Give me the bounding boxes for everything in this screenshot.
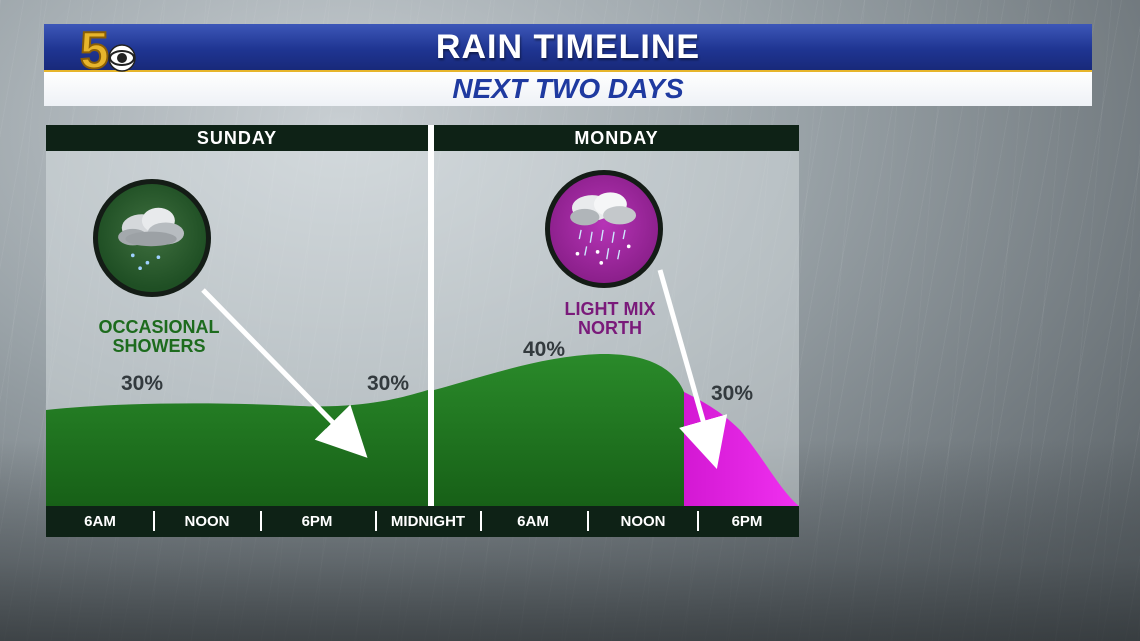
annotation-sunday-night: 30% [366,372,410,395]
x-tick-separator [260,511,262,531]
rain-cloud-icon [93,179,211,297]
annotation-sunday-morning: 30% [120,372,164,395]
title-bar: RAIN TIMELINE [44,24,1092,73]
x-tick-label: 6PM [301,513,333,530]
callout-line-2: SHOWERS [112,336,206,356]
x-tick-label: NOON [184,513,230,530]
chart-title: RAIN TIMELINE [435,27,701,66]
x-tick-label: NOON [620,513,666,530]
x-tick-separator [697,511,699,531]
logo-number: 5 [80,22,109,76]
callout-occasional-showers: OCCASIONAL SHOWERS [99,318,220,356]
annotation-monday-morning: 40% [522,338,566,361]
x-tick-separator [375,511,377,531]
wintry-mix-cloud-icon [545,170,663,288]
sunday-callout-arrow [201,288,368,458]
callout-light-mix-north: LIGHT MIX NORTH [565,300,656,338]
monday-callout-arrow [657,269,728,470]
annotation-monday-evening: 30% [710,382,754,405]
rain-cloud-graphic [118,207,185,271]
callout-line-2: NORTH [578,318,642,338]
day-divider [428,125,434,506]
x-tick-separator [480,511,482,531]
x-axis-bar [46,506,799,537]
x-tick-label: 6AM [517,513,549,530]
x-tick-label: 6AM [84,513,116,530]
callout-line-1: OCCASIONAL [98,317,220,337]
station-logo: 5 [79,21,136,76]
cbs-eye-icon [108,44,136,72]
wintry-mix-graphic [570,192,637,265]
subtitle-bar: NEXT TWO DAYS [44,72,1092,106]
x-tick-separator [587,511,589,531]
x-tick-label: 6PM [731,513,763,530]
callout-line-1: LIGHT MIX [564,299,656,319]
chart-subtitle: NEXT TWO DAYS [452,73,684,104]
day-header-sunday: SUNDAY [46,125,428,151]
x-tick-separator [153,511,155,531]
day-header-monday: MONDAY [434,125,799,151]
x-tick-label: MIDNIGHT [390,513,466,530]
